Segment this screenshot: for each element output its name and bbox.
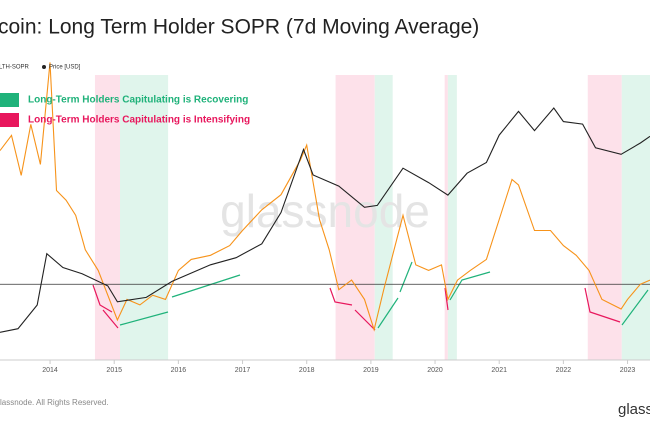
legend-label: LTH-SOPR [0,65,30,71]
x-tick-label: 2022 [556,367,572,374]
region [447,75,457,360]
x-tick-label: 2014 [42,367,58,374]
region [587,75,622,360]
x-tick-label: 2020 [427,367,443,374]
annotation-swatch [0,93,19,107]
x-tick-label: 2015 [106,367,122,374]
arrow [171,274,241,298]
legend-label: Price [USD] [49,65,81,71]
annotation-swatch [0,113,19,127]
region [94,75,120,360]
x-tick-label: 2017 [235,367,251,374]
arrow [329,287,353,306]
regions [94,75,650,360]
annotation-text: Long-Term Holders Capitulating is Recove… [28,95,248,106]
region [444,75,448,360]
footer: lassnode. All Rights Reserved. [0,398,109,407]
arrow [102,309,119,329]
arrow [92,284,113,313]
arrows [92,261,649,331]
series-line [0,62,650,332]
region [374,75,393,360]
arrow [354,309,376,331]
legend-marker [42,65,46,69]
x-tick-label: 2018 [299,367,315,374]
arrow [621,289,649,326]
arrow [449,271,491,301]
region [621,75,650,360]
arrow [444,287,449,311]
x-tick-label: 2023 [620,367,636,374]
chart-title: coin: Long Term Holder SOPR (7d Moving A… [0,16,479,39]
x-tick-label: 2021 [491,367,507,374]
arrow [377,297,399,329]
arrow [119,311,169,326]
region [119,75,169,360]
annotation-text: Long-Term Holders Capitulating is Intens… [28,115,250,126]
watermark: glassnode [220,185,430,237]
arrow [399,261,413,293]
x-tick-label: 2016 [171,367,187,374]
logo: glassn [618,401,650,418]
x-tick-label: 2019 [363,367,379,374]
arrow [584,287,621,323]
series-line [0,107,650,333]
